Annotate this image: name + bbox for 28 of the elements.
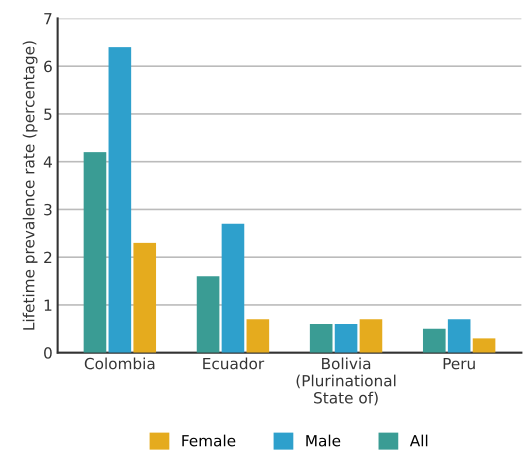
bar [84, 152, 106, 353]
x-tick-label: Ecuador [203, 358, 264, 370]
bar [360, 319, 382, 353]
y-tick-label: 6 [44, 60, 52, 72]
x-tick-label: Peru [444, 358, 475, 370]
bar [246, 319, 270, 353]
bar [108, 47, 132, 353]
legend-label: All [410, 434, 428, 446]
legend-label: Female [182, 434, 236, 446]
x-tick-label: Bolivia (Plurinational State of) [296, 358, 396, 406]
bar [448, 319, 470, 353]
bar [472, 338, 496, 353]
y-tick-label: 4 [44, 156, 52, 168]
y-axis-title: Lifetime prevalence rate (percentage) [22, 41, 38, 330]
bar [222, 224, 244, 353]
bar [133, 242, 156, 353]
bar [334, 324, 358, 353]
y-tick-label: 2 [44, 252, 52, 263]
y-tick-label: 5 [44, 108, 52, 120]
y-tick-label: 0 [44, 347, 52, 359]
y-tick-label: 1 [44, 300, 52, 311]
bar [196, 276, 220, 353]
y-tick-label: 3 [44, 204, 52, 216]
bar [310, 324, 332, 353]
bar [422, 328, 446, 353]
legend-label: Male [306, 434, 340, 446]
y-tick-label: 7 [44, 13, 52, 24]
x-tick-label: Colombia [84, 358, 154, 370]
